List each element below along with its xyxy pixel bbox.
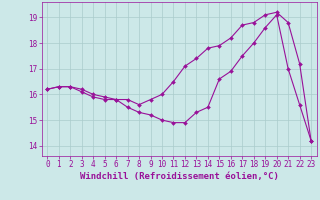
X-axis label: Windchill (Refroidissement éolien,°C): Windchill (Refroidissement éolien,°C) (80, 172, 279, 181)
